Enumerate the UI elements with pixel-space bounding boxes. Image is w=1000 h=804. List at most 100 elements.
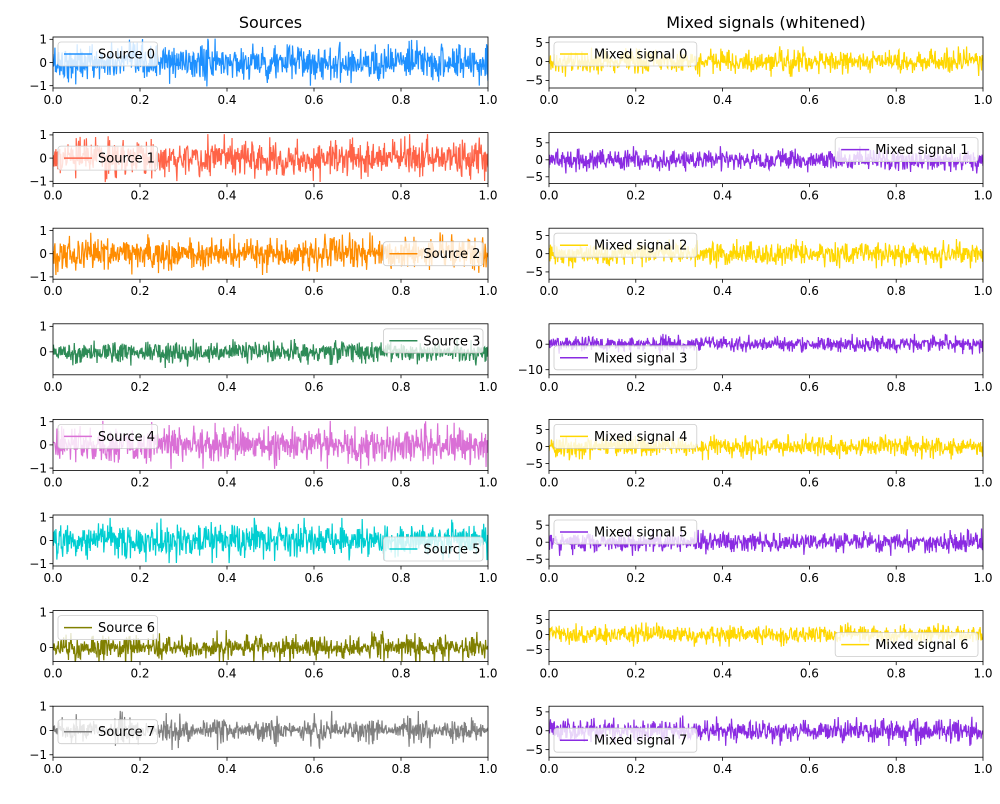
x-tick-label: 0.6 (800, 284, 819, 298)
x-tick-label: 0.0 (539, 667, 558, 681)
y-tick-label: 0 (535, 628, 543, 642)
legend: Source 7 (57, 719, 158, 745)
panel-6: 0.0 0.2 0.4 0.6 0.8 1.0 0 1 Source 6 (39, 606, 497, 681)
x-tick-label: 0.8 (391, 475, 410, 489)
x-tick-label: 0.6 (800, 189, 819, 203)
x-tick-label: 0.6 (304, 762, 323, 776)
axes-frame (548, 705, 984, 758)
x-tick-label: 0.8 (887, 380, 906, 394)
x-tick-label: 0.6 (304, 571, 323, 585)
y-tick-label: −1 (29, 79, 47, 93)
series-line (53, 630, 488, 662)
y-tick-label: 5 (535, 519, 543, 533)
x-tick-label: 0.4 (217, 380, 236, 394)
x-tick-label: 0.8 (391, 762, 410, 776)
x-tick-label: 1.0 (478, 667, 497, 681)
x-tick-label: 0.2 (130, 380, 149, 394)
y-tick-label: 0 (39, 247, 47, 261)
x-tick-label: 0.0 (539, 93, 558, 107)
x-tick-label: 1.0 (973, 93, 992, 107)
x-tick-label: 0.6 (304, 667, 323, 681)
legend-box (57, 41, 158, 67)
legend-label: Source 4 (98, 430, 155, 445)
x-tick-label: 0.4 (713, 571, 732, 585)
x-tick-label: 0.0 (43, 762, 62, 776)
y-tick-label: −5 (525, 743, 543, 757)
y-tick-label: 0 (535, 153, 543, 167)
x-tick-label: 0.8 (887, 475, 906, 489)
legend-box (57, 615, 158, 640)
y-tick-label: 1 (39, 415, 47, 429)
x-tick-label: 0.2 (130, 93, 149, 107)
y-tick-label: 1 (39, 700, 47, 714)
x-tick-label: 0.4 (217, 93, 236, 107)
x-tick-label: 0.2 (130, 571, 149, 585)
axes-frame (52, 705, 489, 758)
x-tick-label: 0.4 (217, 284, 236, 298)
x-tick-label: 1.0 (478, 571, 497, 585)
x-tick-label: 0.0 (539, 380, 558, 394)
legend-label: Source 5 (423, 543, 480, 558)
y-tick-label: 1 (39, 224, 47, 238)
panel-8: 0.0 0.2 0.4 0.6 0.8 1.0 −5 0 5 Mixed signal 0 (525, 36, 992, 107)
x-tick-label: 0.6 (800, 380, 819, 394)
x-tick-label: 0.8 (391, 284, 410, 298)
y-tick-label: −1 (29, 175, 47, 189)
y-tick-label: 0 (39, 641, 47, 655)
legend-label: Source 3 (423, 334, 480, 349)
panel-14: 0.0 0.2 0.4 0.6 0.8 1.0 −505 Mixed signal 6 (525, 610, 993, 681)
axes-frame (548, 132, 984, 185)
legend: Source 5 (382, 536, 484, 562)
series-line (549, 146, 983, 174)
x-tick-label: 0.6 (800, 762, 819, 776)
y-tick-label: −1 (29, 461, 47, 475)
legend-label: Mixed signal 4 (594, 430, 687, 445)
legend-box (57, 719, 158, 745)
legend: Mixed signal 2 (553, 232, 698, 258)
legend: Source 2 (382, 241, 484, 267)
y-tick-label: −1 (29, 270, 47, 284)
y-tick-label: 5 (535, 705, 543, 719)
legend-label: Source 7 (98, 725, 155, 740)
panel-5: 0.0 0.2 0.4 0.6 0.8 1.0 −1 0 1 Source 5 (29, 511, 497, 585)
x-tick-label: 0.8 (887, 284, 906, 298)
y-tick-label: 1 (39, 128, 47, 142)
legend: Mixed signal 0 (553, 41, 698, 67)
y-tick-label: 0 (535, 247, 543, 261)
x-tick-label: 0.4 (713, 475, 732, 489)
y-tick-label: 5 (535, 423, 543, 437)
y-tick-label: −5 (525, 457, 543, 471)
legend: Mixed signal 7 (553, 727, 698, 753)
x-tick-label: 0.2 (626, 189, 645, 203)
y-tick-label: 0 (535, 440, 543, 454)
y-tick-label: −1 (29, 748, 47, 762)
legend-label: Mixed signal 5 (594, 526, 687, 541)
x-tick-label: 1.0 (478, 380, 497, 394)
legend: Mixed signal 5 (553, 519, 698, 545)
x-tick-label: 0.4 (713, 667, 732, 681)
legend-box (553, 727, 698, 753)
x-tick-label: 0.0 (43, 571, 62, 585)
column-title-0: Sources (239, 13, 302, 32)
x-tick-label: 0.2 (130, 189, 149, 203)
legend-label: Source 2 (423, 247, 480, 262)
x-tick-label: 0.0 (539, 284, 558, 298)
legend-label: Mixed signal 7 (594, 734, 687, 749)
x-tick-label: 1.0 (973, 762, 992, 776)
x-tick-label: 0.0 (539, 571, 558, 585)
y-tick-label: 0 (535, 55, 543, 69)
y-tick-label: −5 (525, 553, 543, 567)
x-tick-label: 0.4 (713, 93, 732, 107)
x-tick-label: 0.8 (887, 571, 906, 585)
legend: Source 4 (57, 423, 158, 449)
x-tick-label: 1.0 (973, 667, 992, 681)
panel-4: 0.0 0.2 0.4 0.6 0.8 1.0 −1 0 1 Source 4 (29, 415, 497, 489)
x-tick-label: 0.6 (800, 667, 819, 681)
legend: Mixed signal 1 (834, 137, 979, 163)
panel-0: 0.0 0.2 0.4 0.6 0.8 1.0 −1 0 1 Source 0 (29, 33, 497, 107)
y-tick-label: 0 (39, 345, 47, 359)
y-tick-label: −5 (525, 265, 543, 279)
panel-13: 0.0 0.2 0.4 0.6 0.8 1.0 −5 0 5 Mixed signal 5 (525, 514, 993, 585)
series-line (549, 622, 983, 647)
panel-2: 0.0 0.2 0.4 0.6 0.8 1.0 −1 0 1 Source 2 (29, 224, 497, 298)
